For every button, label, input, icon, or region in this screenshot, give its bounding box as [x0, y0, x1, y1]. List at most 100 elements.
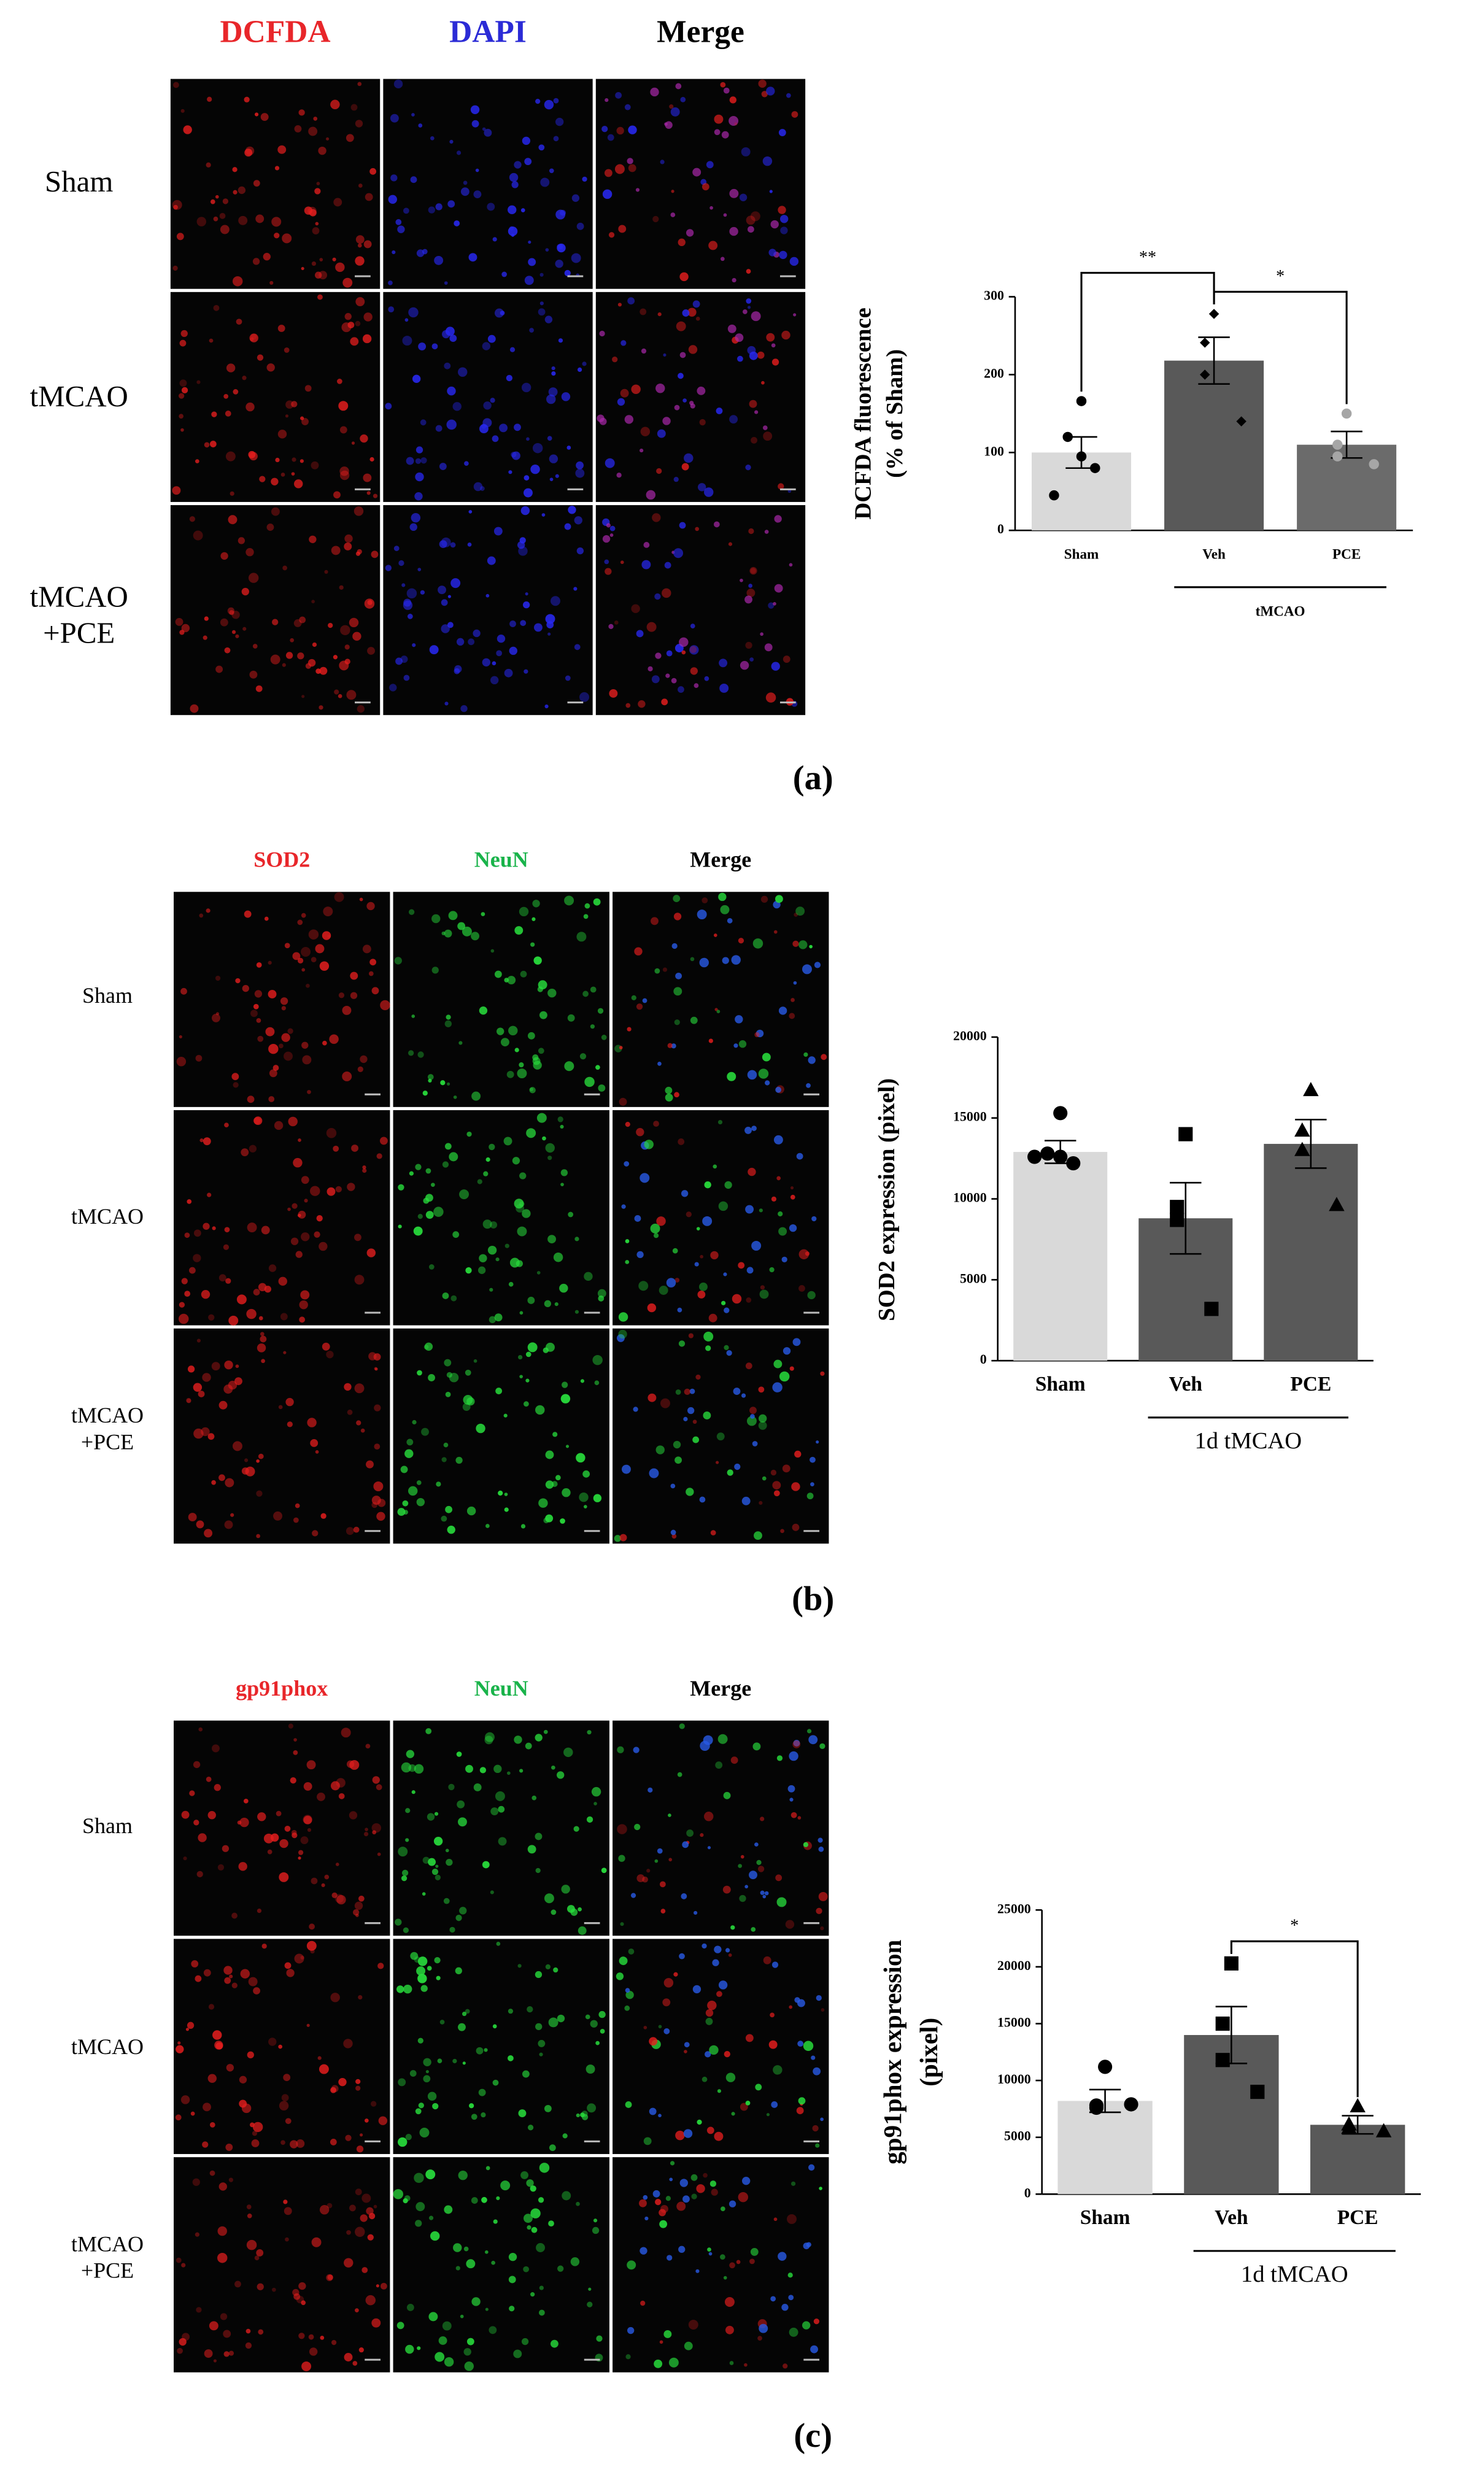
cell: [283, 2199, 288, 2204]
cell: [670, 1529, 676, 1535]
data-point: [1053, 1149, 1068, 1164]
cell: [678, 1138, 685, 1145]
cell: [609, 525, 616, 531]
cell: [434, 1812, 439, 1816]
cell: [724, 1345, 729, 1350]
cell: [301, 1232, 310, 1242]
cell: [692, 1419, 697, 1424]
cell: [705, 2009, 714, 2017]
cell: [463, 180, 468, 185]
cell: [481, 912, 485, 916]
cell: [673, 1440, 681, 1449]
cell: [453, 1095, 457, 1099]
cell: [508, 2055, 514, 2061]
cell: [596, 2335, 603, 2342]
cell: [449, 1152, 458, 1162]
cell: [211, 1362, 220, 1371]
cell: [468, 638, 475, 646]
cell: [207, 1192, 212, 1197]
cell: [284, 1825, 291, 1832]
cell: [745, 2034, 754, 2042]
cell: [673, 477, 679, 482]
cell: [230, 491, 234, 496]
cell: [673, 895, 681, 902]
cell: [667, 1043, 673, 1048]
cell: [338, 992, 345, 998]
cell: [750, 1414, 755, 1419]
x-tick-label: PCE: [1337, 2206, 1378, 2229]
cell: [455, 1967, 462, 1974]
row-label: tMCAO: [30, 379, 128, 413]
row-label: +PCE: [43, 616, 115, 649]
cell: [555, 260, 563, 268]
cell: [514, 423, 521, 431]
cell: [330, 2139, 337, 2145]
cell: [509, 226, 514, 231]
cell: [773, 2065, 783, 2075]
cell: [466, 2259, 476, 2269]
cell: [378, 2116, 388, 2125]
cell: [530, 942, 535, 947]
cell: [420, 1985, 428, 1992]
cell: [280, 473, 285, 477]
cell: [193, 1254, 201, 1262]
cell: [530, 464, 540, 474]
cell: [525, 1378, 530, 1383]
cell: [414, 492, 423, 501]
cell: [814, 962, 821, 968]
cell: [683, 1416, 688, 1421]
cell: [272, 1065, 279, 1071]
cell: [517, 1964, 522, 1968]
cell: [489, 1143, 495, 1151]
cell: [545, 248, 549, 252]
micrograph: [393, 1939, 609, 2154]
cell: [692, 168, 701, 177]
cell: [224, 1122, 229, 1128]
cell: [251, 2139, 260, 2147]
cell: [792, 1338, 801, 1346]
cell: [713, 521, 720, 528]
cell: [803, 2242, 810, 2250]
cell: [342, 1005, 352, 1015]
cell: [764, 643, 773, 652]
cell: [285, 652, 293, 659]
cell: [508, 205, 517, 215]
cell: [417, 1956, 428, 1966]
cell: [485, 2307, 489, 2311]
cell: [673, 913, 682, 921]
cell: [508, 2276, 516, 2284]
cell: [809, 944, 813, 949]
cell: [275, 457, 280, 463]
cell: [727, 1072, 736, 1081]
cell: [263, 1833, 274, 1844]
cell: [218, 1400, 228, 1410]
cell: [482, 342, 490, 350]
cell: [365, 1828, 368, 1831]
cell: [675, 2130, 685, 2141]
cell: [734, 1463, 741, 1470]
cell: [781, 2304, 789, 2311]
cell: [684, 2050, 687, 2053]
cell: [364, 2118, 369, 2123]
cell: [224, 1227, 230, 1233]
cell: [294, 125, 302, 133]
cell: [643, 2137, 652, 2145]
cell: [463, 1395, 473, 1405]
cell: [545, 614, 555, 624]
cell: [298, 2282, 306, 2290]
cell: [380, 2282, 387, 2290]
row-label: +PCE: [81, 1429, 134, 1454]
cell: [210, 199, 215, 204]
cell: [296, 2295, 304, 2304]
cell: [535, 1971, 543, 1979]
cell: [821, 2008, 825, 2012]
cell: [746, 298, 752, 304]
cell: [268, 1096, 275, 1102]
micrograph: [174, 2157, 390, 2373]
cell: [284, 2207, 292, 2215]
cell: [659, 1286, 668, 1295]
cell: [684, 453, 694, 463]
cell: [628, 125, 637, 134]
cell: [725, 1948, 730, 1953]
